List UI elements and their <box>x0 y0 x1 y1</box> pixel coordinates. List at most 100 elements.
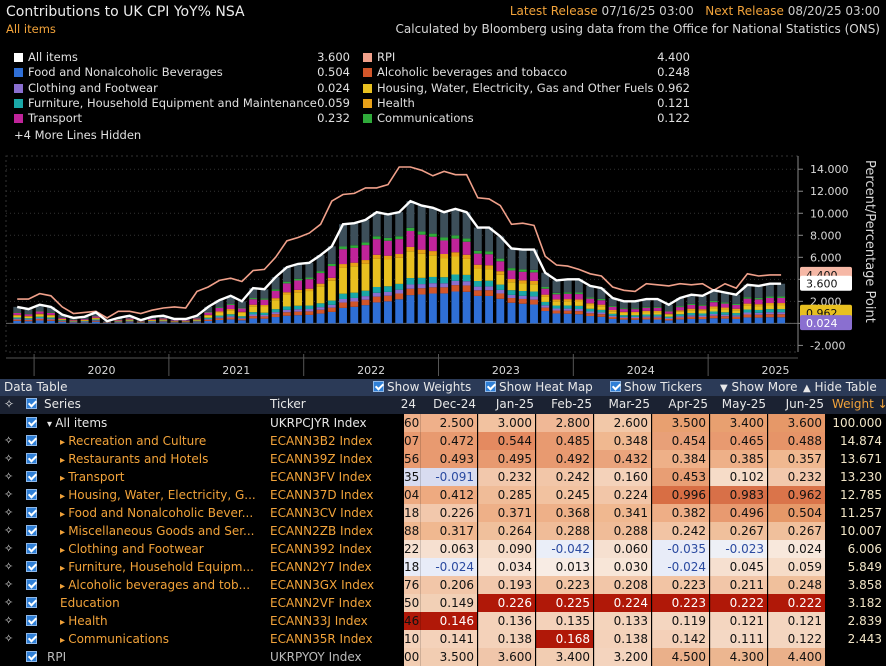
bar-segment-alcohol[interactable] <box>563 310 572 314</box>
bar-segment-clothing[interactable] <box>631 316 640 319</box>
bar-segment-food[interactable] <box>372 302 381 324</box>
bar-segment-health[interactable] <box>91 317 100 319</box>
bar-segment-clothing[interactable] <box>417 284 426 289</box>
bar-segment-other[interactable] <box>260 289 269 299</box>
bar-segment-health[interactable] <box>631 311 640 314</box>
bar-segment-alcohol[interactable] <box>451 285 460 292</box>
bar-segment-transport[interactable] <box>384 240 392 256</box>
bar-segment-furniture[interactable] <box>518 291 527 296</box>
row-checkbox[interactable] <box>26 471 37 482</box>
bar-segment-transport[interactable] <box>653 307 662 311</box>
bar-segment-furniture[interactable] <box>226 314 235 317</box>
bar-segment-clothing[interactable] <box>249 314 258 317</box>
bar-segment-transport[interactable] <box>327 266 336 278</box>
bar-segment-communications[interactable] <box>575 292 583 295</box>
bar-segment-food[interactable] <box>13 320 22 324</box>
bar-segment-communications[interactable] <box>608 305 617 307</box>
bar-segment-transport[interactable] <box>777 297 786 304</box>
bar-segment-other[interactable] <box>58 314 67 318</box>
bar-segment-alcohol[interactable] <box>395 293 404 300</box>
bar-segment-housing[interactable] <box>395 257 404 284</box>
bar-segment-communications[interactable] <box>518 269 527 272</box>
bar-segment-clothing[interactable] <box>316 307 325 310</box>
ticker[interactable]: ECANN392 Index <box>270 542 372 556</box>
series-name[interactable]: ▸ Health <box>60 612 266 630</box>
bar-segment-health[interactable] <box>608 310 617 312</box>
bar-segment-communications[interactable] <box>664 310 673 312</box>
bar-segment-furniture[interactable] <box>777 309 786 313</box>
bar-segment-food[interactable] <box>743 317 752 324</box>
bar-segment-transport[interactable] <box>226 304 235 310</box>
bar-segment-transport[interactable] <box>237 308 246 312</box>
bar-segment-food[interactable] <box>384 301 392 324</box>
bar-segment-health[interactable] <box>339 264 347 268</box>
bar-segment-housing[interactable] <box>148 320 156 322</box>
expand-icon[interactable]: ▸ <box>60 635 69 646</box>
bar-segment-food[interactable] <box>237 320 246 324</box>
bar-segment-housing[interactable] <box>653 312 662 315</box>
pin-icon[interactable]: ✧ <box>4 488 14 501</box>
bar-segment-clothing[interactable] <box>361 296 370 300</box>
bar-segment-health[interactable] <box>24 316 33 317</box>
bar-segment-housing[interactable] <box>384 259 392 287</box>
bar-segment-other[interactable] <box>305 262 314 278</box>
bar-segment-transport[interactable] <box>58 317 67 319</box>
bar-segment-food[interactable] <box>327 311 336 324</box>
bar-segment-food[interactable] <box>271 317 280 324</box>
bar-segment-transport[interactable] <box>732 305 741 309</box>
bar-segment-transport[interactable] <box>597 300 606 305</box>
bar-segment-other[interactable] <box>507 248 516 269</box>
bar-segment-transport[interactable] <box>619 309 628 312</box>
pin-icon[interactable]: ✧ <box>4 632 14 645</box>
bar-segment-health[interactable] <box>406 246 415 252</box>
bar-segment-housing[interactable] <box>226 310 235 315</box>
bar-segment-food[interactable] <box>294 315 303 324</box>
bar-segment-furniture[interactable] <box>327 300 336 305</box>
bar-segment-alcohol[interactable] <box>440 287 449 294</box>
ticker[interactable]: ECANN3B2 Index <box>270 434 373 448</box>
bar-segment-food[interactable] <box>462 291 471 324</box>
bar-segment-food[interactable] <box>69 322 78 324</box>
bar-segment-food[interactable] <box>597 316 606 324</box>
chart-area[interactable]: 14.00012.00010.0008.0006.0004.0002.0000.… <box>0 150 886 380</box>
bar-segment-housing[interactable] <box>586 305 595 309</box>
bar-segment-health[interactable] <box>316 283 325 287</box>
bar-segment-transport[interactable] <box>552 294 561 300</box>
bar-segment-food[interactable] <box>406 295 415 324</box>
bar-segment-communications[interactable] <box>687 303 696 305</box>
show-tickers-toggle[interactable]: Show Tickers <box>610 380 702 394</box>
bar-segment-alcohol[interactable] <box>619 317 628 320</box>
bar-segment-food[interactable] <box>440 293 449 324</box>
pin-icon[interactable]: ✧ <box>4 578 14 591</box>
row-checkbox[interactable] <box>26 453 37 464</box>
bar-segment-health[interactable] <box>462 254 471 259</box>
bar-segment-transport[interactable] <box>271 290 280 299</box>
bar-segment-furniture[interactable] <box>148 321 156 322</box>
bar-segment-alcohol[interactable] <box>327 307 336 312</box>
bar-segment-other[interactable] <box>226 295 235 304</box>
row-checkbox[interactable] <box>26 543 37 554</box>
expand-icon[interactable]: ▸ <box>60 527 69 538</box>
bar-segment-health[interactable] <box>384 255 392 260</box>
bar-segment-clothing[interactable] <box>642 316 651 318</box>
bar-segment-housing[interactable] <box>440 258 449 278</box>
bar-segment-health[interactable] <box>642 310 651 313</box>
bar-segment-clothing[interactable] <box>428 283 437 288</box>
bar-segment-health[interactable] <box>350 262 359 267</box>
bar-segment-clothing[interactable] <box>507 294 516 299</box>
bar-segment-housing[interactable] <box>451 256 460 275</box>
bar-segment-communications[interactable] <box>13 312 22 313</box>
bar-segment-housing[interactable] <box>664 314 673 317</box>
bar-segment-alcohol[interactable] <box>125 321 134 323</box>
bar-segment-communications[interactable] <box>709 300 718 303</box>
bar-segment-communications[interactable] <box>395 236 404 240</box>
bar-segment-furniture[interactable] <box>417 277 426 285</box>
bar-segment-furniture[interactable] <box>743 309 752 313</box>
bar-segment-transport[interactable] <box>698 305 707 310</box>
bar-segment-communications[interactable] <box>237 307 246 309</box>
bar-segment-other[interactable] <box>698 295 707 305</box>
bar-segment-transport[interactable] <box>372 239 381 255</box>
bar-segment-alcohol[interactable] <box>507 298 516 303</box>
bar-segment-other[interactable] <box>24 309 33 314</box>
bar-segment-transport[interactable] <box>518 271 527 281</box>
